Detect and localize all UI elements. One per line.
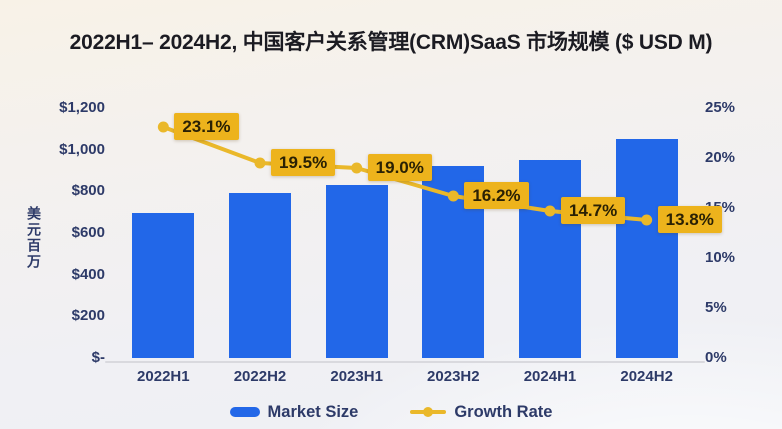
left-axis-tick: $1,200 [59,99,105,116]
market-size-bar-2022H1 [132,213,195,358]
growth-rate-marker-2023H1 [351,162,363,174]
x-axis-label-2022H2: 2022H2 [233,368,287,385]
legend-item-growth-rate: Growth Rate [410,403,552,422]
growth-rate-label-2024H2: 13.8% [657,206,722,233]
growth-rate-label-2024H1: 14.7% [561,197,626,224]
right-axis-tick: 10% [705,249,736,266]
growth-rate-marker-2022H2 [254,157,266,169]
growth-rate-marker-2022H1 [157,121,169,133]
growth-rate-label-2022H1: 23.1% [174,113,239,140]
market-size-bar-2024H2 [615,139,678,358]
market-size-swatch-icon [229,407,260,417]
x-axis-label-2023H1: 2023H1 [330,368,383,385]
chart-title: 2022H1– 2024H2, 中国客户关系管理(CRM)SaaS 市场规模 (… [69,31,713,54]
legend-label-market-size: Market Size [267,402,359,421]
right-axis-tick: 5% [705,299,727,316]
left-axis-tick: $600 [71,224,105,241]
growth-rate-label-2023H2: 16.2% [464,182,529,209]
right-axis-tick: 25% [705,99,736,116]
legend-label-growth-rate: Growth Rate [454,402,553,421]
x-axis-line [105,361,705,363]
x-axis-label-2024H1: 2024H1 [523,368,577,385]
left-axis-tick: $800 [71,182,105,200]
left-axis-unit-label: 美元百万 [26,206,42,270]
right-axis-tick: 0% [705,349,727,366]
legend: Market Size Growth Rate [0,400,782,424]
growth-rate-label-2022H2: 19.5% [271,149,336,176]
x-axis-label-2023H2: 2023H2 [427,368,480,385]
left-axis-tick: $200 [71,307,105,325]
market-size-bar-2022H2 [229,193,291,358]
left-axis-tick: $400 [71,265,105,283]
growth-rate-label-2023H1: 19.0% [367,154,432,181]
x-axis-label-2022H1: 2022H1 [137,368,190,385]
left-axis-tick: $1,000 [59,140,105,158]
legend-item-market-size: Market Size [229,402,359,422]
market-size-bar-2023H1 [325,185,388,358]
right-axis-tick: 20% [705,149,736,166]
left-axis-tick: $- [91,349,105,366]
x-axis-label-2024H2: 2024H2 [620,368,673,385]
growth-rate-swatch-icon [410,406,447,418]
